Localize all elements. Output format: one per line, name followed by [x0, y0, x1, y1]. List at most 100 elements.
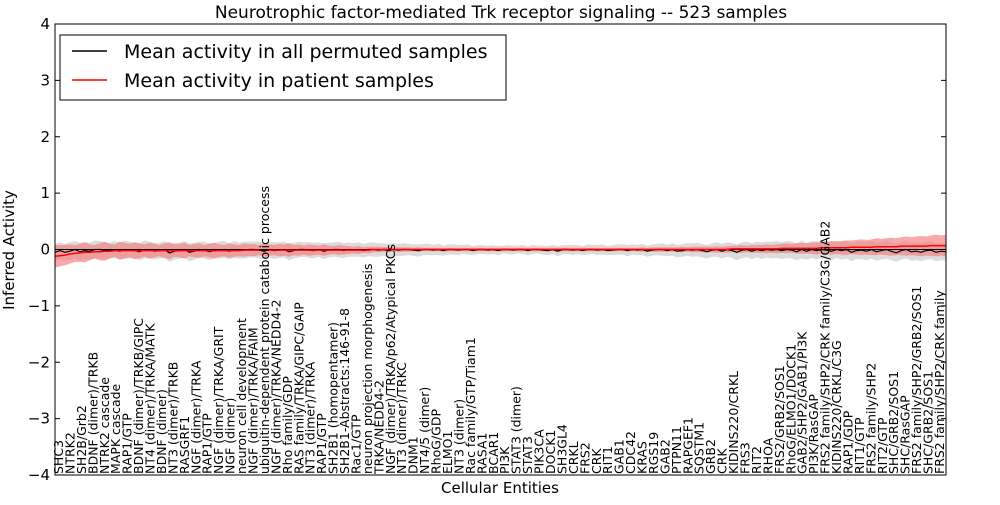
- entity-label: RGS19: [646, 432, 661, 474]
- entity-label: CRKL: [566, 441, 581, 474]
- entity-label: RAP1/GDP: [841, 410, 856, 474]
- entity-label: RhoG/GDP: [429, 409, 444, 474]
- entity-label: KRAS: [635, 441, 650, 474]
- entity-label: NGF (dimer)/TRKA/GRIT: [211, 326, 226, 474]
- entity-label: NGF (dimer)/TRKA/p62/Atypical PKCs: [383, 244, 398, 474]
- entity-label: FRS2: [577, 442, 592, 474]
- entity-label: SHC/RasGAP: [898, 395, 913, 474]
- entity-label: NT3 (dimer): [452, 399, 467, 474]
- entity-label: RIT1: [600, 446, 615, 474]
- entity-label: ELMO1: [440, 431, 455, 474]
- y-tick-label: −2: [28, 353, 50, 371]
- entity-label: STAT3: [520, 436, 535, 474]
- entity-label: BDNF (dimer)/TRKB/GIPC: [131, 318, 146, 474]
- entity-label: RASGRF1: [177, 416, 192, 474]
- entity-label: SH3GL4: [554, 424, 569, 474]
- entity-label: Rho family/GDP: [280, 376, 295, 474]
- entity-label: FRS2 family/SHP2/CRK family/C3G/GAB2: [818, 221, 833, 474]
- entity-label: PIK3CA: [532, 429, 547, 474]
- entity-label: RAP1/GTP: [120, 413, 135, 474]
- legend-box: [59, 34, 507, 101]
- entity-label: PI3K/RasGAP: [806, 394, 821, 474]
- legend-label-permuted: Mean activity in all permuted samples: [124, 41, 487, 63]
- entity-label: NGF (dimer): [223, 398, 238, 474]
- entity-label: BCAR1: [486, 432, 501, 474]
- entity-label: GAB2: [657, 439, 672, 474]
- entity-label: NT3 (dimer)/TRKA: [303, 361, 318, 474]
- entity-label: MAPK cascade: [108, 383, 123, 474]
- legend: Mean activity in all permuted samples Me…: [59, 34, 507, 101]
- entity-label: RHOA: [760, 437, 775, 474]
- entity-label: BDNF (dimer): [154, 389, 169, 474]
- entity-label: NGF (dimer)/TRKA: [188, 360, 203, 474]
- entity-label: DNM1: [406, 436, 421, 474]
- entity-label: NTRK2 cascade: [97, 377, 112, 474]
- entity-label: NT3 (dimer)/TRKB: [165, 362, 180, 474]
- entity-label: neuron projection morphogenesis: [360, 263, 375, 474]
- entity-label: PI3K: [497, 446, 512, 474]
- entity-label: KIDINS220/CRKL/C3G: [829, 340, 844, 474]
- y-axis-title: Inferred Activity: [0, 190, 18, 310]
- entity-label: SHC/GRB2/SOS1: [886, 371, 901, 474]
- confidence-bands: [55, 234, 946, 268]
- entity-label: STAT3 (dimer): [509, 386, 524, 474]
- entity-label: PTPN11: [669, 426, 684, 474]
- entity-label: RASA1: [474, 433, 489, 474]
- entity-label: GRB2: [703, 439, 718, 474]
- entity-label: RIT2: [749, 446, 764, 474]
- entity-label: NT4/5 (dimer): [417, 387, 432, 474]
- entity-label: GAB1: [612, 439, 627, 474]
- entity-label: TRKA/NEDD4-2: [371, 380, 386, 475]
- entity-label: FRS2 family/SHP2: [863, 363, 878, 474]
- entity-label: SH2B1 (homopentamer): [326, 322, 341, 474]
- y-tick-label: −3: [28, 410, 50, 428]
- line-patient: [54, 244, 946, 258]
- entity-label: RAP1/GTP: [200, 413, 215, 474]
- entity-label: NTRK2: [62, 432, 77, 474]
- x-axis-title: Cellular Entities: [441, 479, 559, 497]
- entity-label: FRS3: [738, 442, 753, 474]
- entity-label: KIDINS220/CRKL: [726, 371, 741, 474]
- entity-label: SH2B1-Abstracts:146-91-8: [337, 308, 352, 474]
- entity-label: DOCK1: [543, 430, 558, 474]
- entity-label: FRS2 family/SHP2/GRB2/SOS1: [909, 286, 924, 474]
- entity-label: NGF (dimer)/TRKA/FAIM: [246, 327, 261, 474]
- band-patient: [55, 234, 946, 268]
- chart-title: Neurotrophic factor-mediated Trk recepto…: [215, 3, 787, 23]
- entity-label: RIT1/GTP: [852, 417, 867, 474]
- entity-label: FRS2 family/SHP2/CRK family: [932, 290, 947, 474]
- entity-label: CRK: [589, 448, 604, 474]
- y-axis-ticks: 4 3 2 1 0 −1 −2 −3 −4: [28, 15, 946, 484]
- entity-label: NGF (dimer)/TRKA/NEDD4-2: [268, 299, 283, 474]
- entity-label: SQSTM1: [692, 422, 707, 474]
- entity-label: RAPGEF1: [680, 417, 695, 474]
- entity-label: RhoG/ELMO1/DOCK1: [783, 344, 798, 474]
- legend-label-patient: Mean activity in patient samples: [124, 70, 434, 92]
- entity-label: Rac1/GTP: [349, 414, 364, 474]
- y-tick-label: −4: [28, 466, 50, 484]
- y-tick-label: −1: [28, 297, 50, 315]
- entity-label: GAB2/SHP2/GAB1/PI3K: [795, 331, 810, 474]
- entity-label: CDC42: [623, 431, 638, 474]
- entity-label: ubiquitin-dependent protein catabolic pr…: [257, 186, 272, 474]
- series-lines: [54, 244, 947, 258]
- entity-label: SH2B/Grb2: [74, 405, 89, 474]
- y-tick-label: 4: [40, 15, 50, 33]
- entity-label: BDNF (dimer)/TRKB: [85, 352, 100, 474]
- entity-label: SHC/GRB2/SOS1: [921, 371, 936, 474]
- entity-label: RIT2/GTP: [875, 417, 890, 474]
- y-tick-label: 1: [40, 184, 50, 202]
- entity-label: FRS2/GRB2/SOS1: [772, 365, 787, 474]
- y-tick-label: 0: [40, 241, 50, 259]
- entity-label: NT4 (dimer)/TRKA/MATK: [143, 323, 158, 474]
- entity-label: RAP1/GTP: [314, 413, 329, 474]
- entity-label: CRK: [715, 448, 730, 474]
- entity-label: Rac family/GTP/Tiam1: [463, 337, 478, 474]
- y-tick-label: 2: [40, 128, 50, 146]
- y-tick-label: 3: [40, 71, 50, 89]
- entity-label: neuron cell development: [234, 318, 249, 474]
- entity-label: NT3 (dimer)/TRKC: [394, 362, 409, 474]
